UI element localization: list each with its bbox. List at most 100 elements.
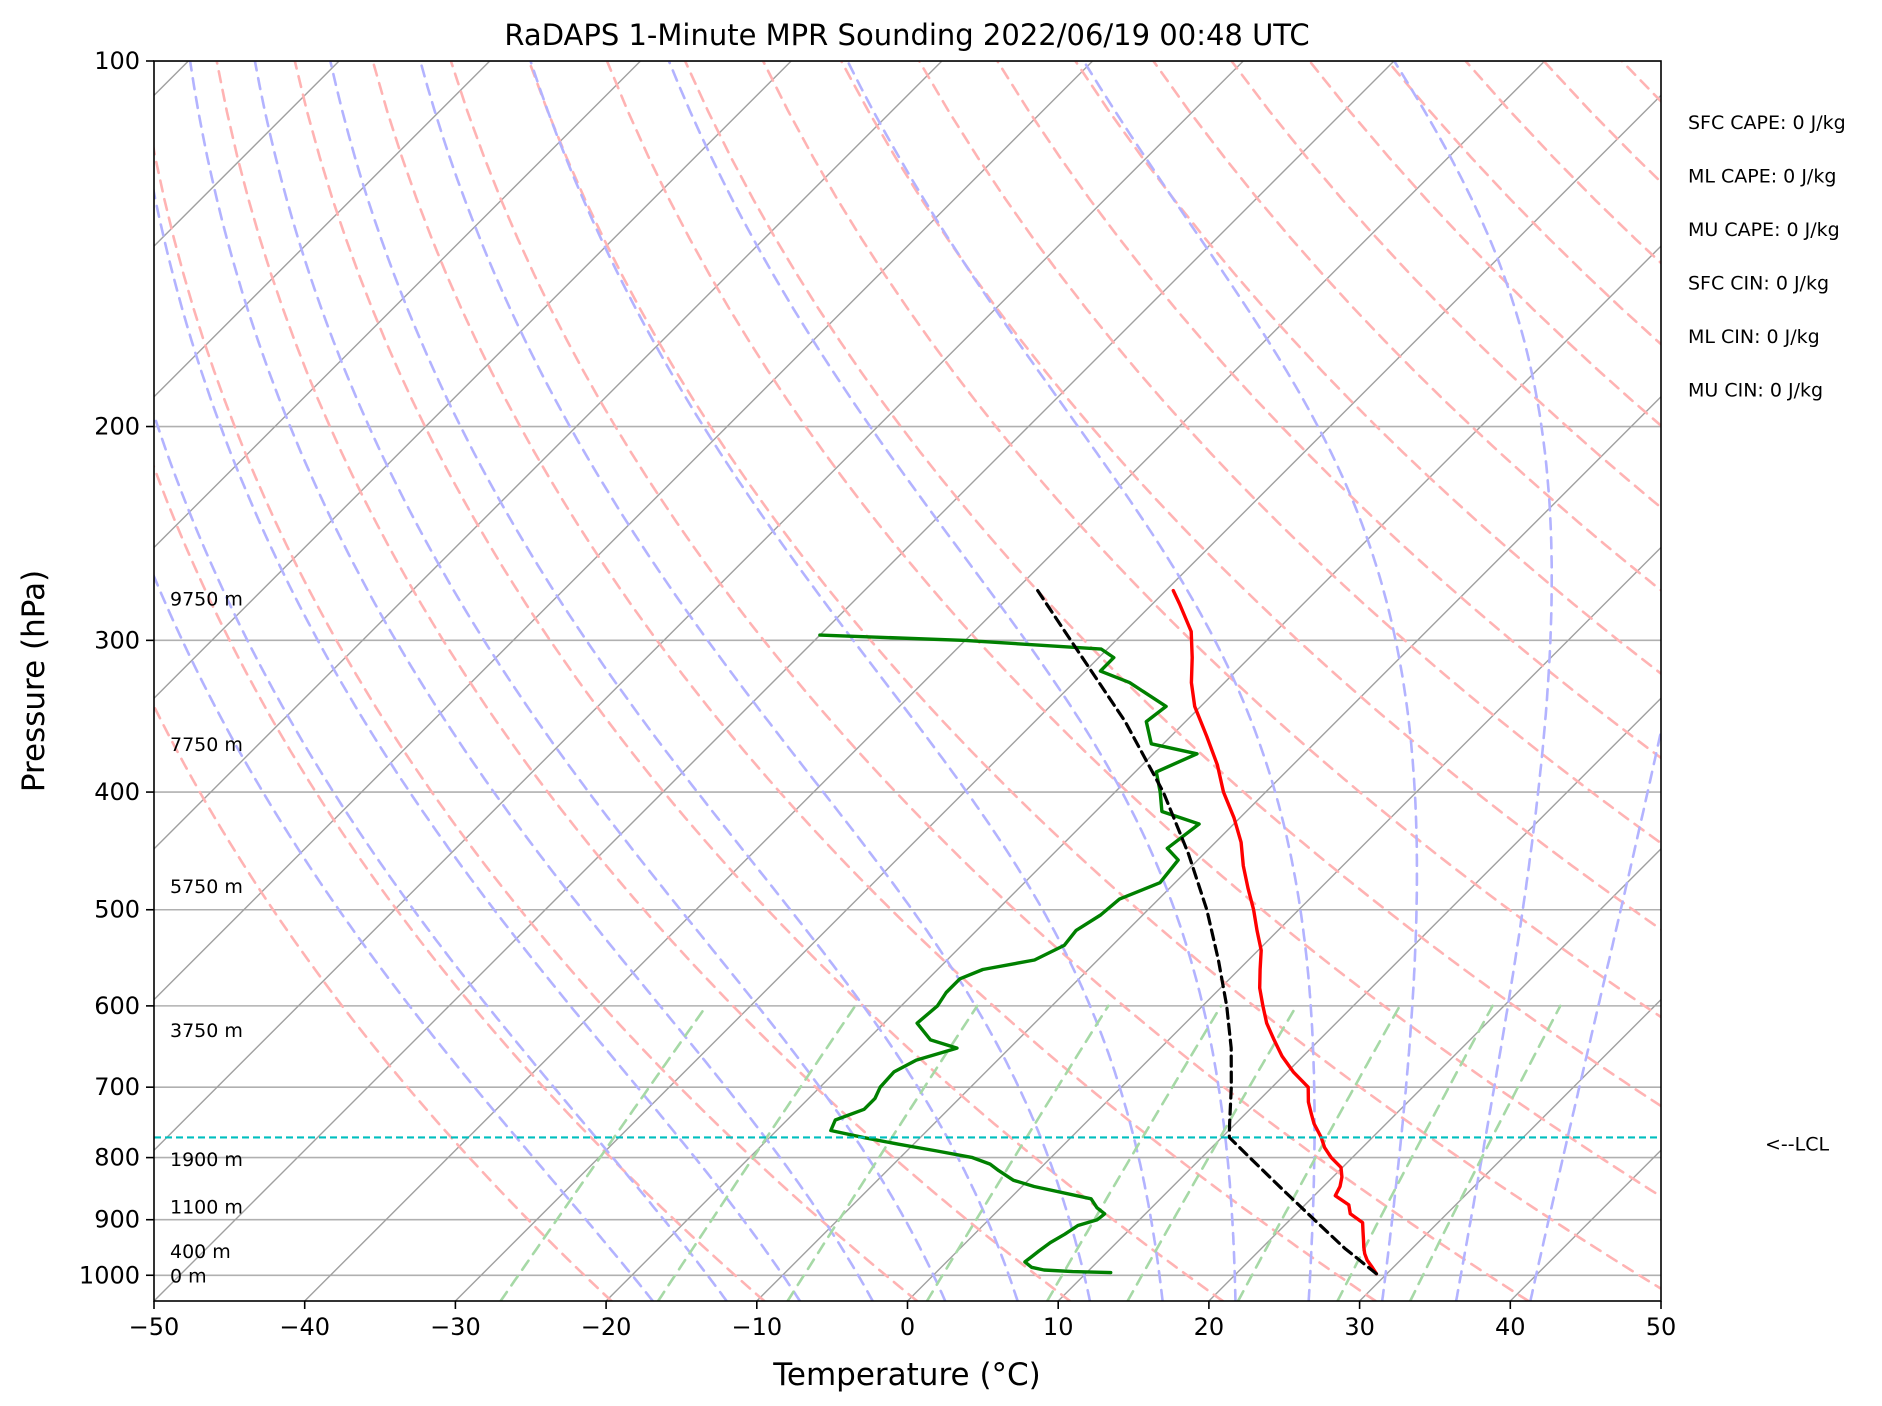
moist-adiabat-line <box>154 410 728 1301</box>
dry-adiabat-line <box>293 61 1225 1301</box>
dry-adiabat-line <box>215 61 1072 1301</box>
dry-adiabat-line <box>1700 61 1882 1301</box>
x-tick-label: −10 <box>731 1313 782 1341</box>
dry-adiabat-line <box>839 61 1661 932</box>
dry-adiabat-line <box>449 61 1530 1301</box>
dry-adiabat-line <box>1542 61 1661 184</box>
isotherm-line <box>756 395 1661 1301</box>
isotherm-line <box>1208 847 1661 1301</box>
moist-adiabat-line <box>667 61 1237 1301</box>
dry-adiabat-line <box>527 61 1661 1291</box>
y-tick-label: 500 <box>94 896 140 924</box>
background-lines <box>154 61 1882 1301</box>
height-label: 400 m <box>170 1241 231 1263</box>
moist-adiabat-line <box>188 61 875 1301</box>
isotherm-line <box>154 61 1245 1152</box>
dry-adiabat-line <box>154 703 613 1301</box>
x-axis-label: Temperature (°C) <box>772 1357 1041 1393</box>
x-tick-label: 50 <box>1646 1313 1677 1341</box>
index-text: ML CAPE: 0 J/kg <box>1688 166 1836 188</box>
mixing-ratio-line <box>656 1004 857 1301</box>
dry-adiabat-line <box>605 61 1661 1199</box>
isotherm-line <box>605 245 1661 1301</box>
index-text: MU CAPE: 0 J/kg <box>1688 219 1840 241</box>
temperature-line <box>1171 588 1379 1276</box>
x-tick-label: 20 <box>1194 1313 1225 1341</box>
isotherm-line <box>1660 1300 1661 1301</box>
height-label: 9750 m <box>170 588 243 610</box>
y-axis: 100 200 300 400 500 600 700 800 900 1000 <box>79 47 154 1289</box>
index-text: SFC CAPE: 0 J/kg <box>1688 112 1846 134</box>
isotherm-line <box>154 61 491 398</box>
moist-adiabat-line <box>1082 61 1419 1301</box>
x-axis: −50 −40 −30 −20 −10 0 10 20 30 40 50 <box>129 1301 1677 1341</box>
x-tick-label: 30 <box>1344 1313 1375 1341</box>
isotherm-line <box>1057 697 1661 1301</box>
dry-adiabat-line <box>1074 61 1661 676</box>
moist-adiabat-line <box>529 61 1164 1301</box>
moist-adiabat-line <box>1529 725 1661 1301</box>
index-text: ML CIN: 0 J/kg <box>1688 326 1820 348</box>
isotherm-line <box>454 94 1661 1301</box>
x-tick-label: 10 <box>1043 1313 1074 1341</box>
isotherm-line <box>1509 1149 1661 1301</box>
mixing-ratio-line <box>1126 1004 1298 1301</box>
x-tick-label: −20 <box>581 1313 632 1341</box>
moist-adiabat-line <box>154 186 802 1301</box>
height-label: 5750 m <box>170 876 243 898</box>
indices-panel: SFC CAPE: 0 J/kg ML CAPE: 0 J/kg MU CAPE: … <box>1688 112 1846 402</box>
height-label: 1100 m <box>170 1197 243 1219</box>
dry-adiabat-line <box>1152 61 1661 592</box>
moist-adiabat-line <box>846 61 1316 1301</box>
data-lines <box>154 588 1661 1276</box>
x-tick-label: −50 <box>129 1313 180 1341</box>
dry-adiabat-line <box>371 61 1377 1301</box>
parcel-line <box>1036 588 1379 1276</box>
y-tick-label: 700 <box>94 1073 140 1101</box>
y-tick-label: 100 <box>94 47 140 75</box>
isotherm-line <box>304 61 1546 1301</box>
moist-adiabat-line <box>418 61 1092 1301</box>
dewpoint-line <box>818 633 1201 1275</box>
y-tick-label: 300 <box>94 626 140 654</box>
dry-adiabat-line <box>154 463 766 1301</box>
index-text: SFC CIN: 0 J/kg <box>1688 273 1829 295</box>
moist-adiabat-line <box>253 61 947 1301</box>
isotherm-line <box>154 61 943 850</box>
x-tick-label: −40 <box>279 1313 330 1341</box>
y-tick-label: 200 <box>94 413 140 441</box>
isotherm-line <box>154 61 642 549</box>
x-tick-label: −30 <box>430 1313 481 1341</box>
height-label: 7750 m <box>170 734 243 756</box>
mixing-ratio-line <box>499 1004 708 1301</box>
isotherm-line <box>154 61 792 700</box>
moist-adiabat-line <box>154 573 655 1301</box>
mixing-ratio-line <box>1408 1004 1562 1301</box>
mixing-ratio-line <box>925 1004 1110 1301</box>
height-label: 0 m <box>170 1265 207 1287</box>
dry-adiabat-line <box>1386 61 1661 346</box>
mixing-ratio-line <box>786 1004 979 1301</box>
dry-adiabat-line <box>683 61 1661 1108</box>
y-axis-label: Pressure (hPa) <box>16 570 52 792</box>
height-label: 3750 m <box>170 1020 243 1042</box>
isotherm-line <box>154 61 1094 1001</box>
y-tick-label: 400 <box>94 778 140 806</box>
index-text: MU CIN: 0 J/kg <box>1688 380 1823 402</box>
y-tick-label: 900 <box>94 1206 140 1234</box>
lcl-label: <--LCL <box>1765 1133 1829 1155</box>
isotherm-line <box>154 61 1395 1301</box>
height-label: 1900 m <box>170 1149 243 1171</box>
mixing-ratio-line <box>1336 1004 1494 1301</box>
moist-adiabat-line <box>1392 61 1553 1301</box>
x-tick-label: 40 <box>1495 1313 1526 1341</box>
dry-adiabat-line <box>1230 61 1661 510</box>
dry-adiabat-line <box>995 61 1661 760</box>
dry-adiabat-line <box>917 61 1661 845</box>
y-tick-label: 1000 <box>79 1261 140 1289</box>
mixing-ratio-line <box>1236 1004 1402 1301</box>
moist-adiabat-line <box>328 61 1019 1301</box>
mixing-ratio-line <box>1045 1004 1223 1301</box>
